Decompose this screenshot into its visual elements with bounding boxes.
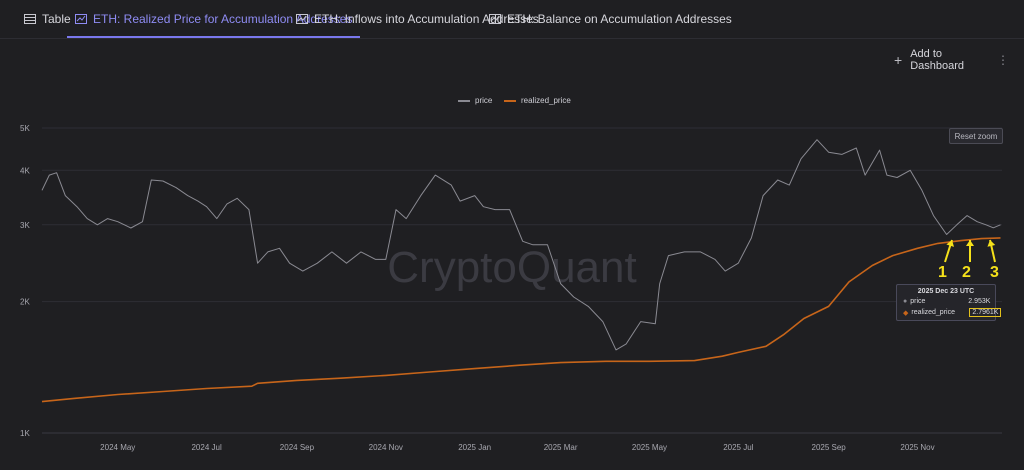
tab-label: ETH: Realized Price for Accumulation Add… [93, 11, 353, 26]
more-options-button[interactable]: ⋮ [994, 49, 1012, 71]
x-tick-label: 2025 Jan [458, 443, 491, 452]
y-axis: 1K 2K 3K 4K 5K [20, 124, 30, 438]
reset-zoom-label: Reset zoom [954, 131, 998, 141]
y-tick-label: 3K [20, 221, 30, 230]
series-line-realized-price [41, 237, 1001, 403]
annotation-arrows [944, 239, 996, 263]
x-tick-label: 2024 Sep [280, 443, 315, 452]
line-chart-icon [296, 13, 308, 24]
legend-item-realized-price[interactable]: realized_price [504, 96, 571, 105]
legend-item-price[interactable]: price [458, 96, 492, 105]
annotation-arrowhead-2 [966, 240, 974, 246]
chart-legend: price realized_price [0, 96, 1024, 110]
y-tick-label: 1K [20, 429, 30, 438]
tab-table[interactable]: Table [24, 0, 71, 37]
tab-label: Table [42, 11, 71, 26]
tab-realized-price[interactable]: ETH: Realized Price for Accumulation Add… [66, 0, 361, 38]
tab-balance[interactable]: ETH: Balance on Accumulation Addresses [489, 0, 732, 37]
y-tick-label: 5K [20, 124, 30, 133]
watermark: CryptoQuant [387, 243, 636, 292]
chart-series [41, 139, 1001, 403]
legend-label: realized_price [521, 96, 571, 105]
annotation-label-2: 2 [962, 264, 971, 281]
tooltip-row-price: ● price 2.953K [903, 298, 990, 305]
line-chart-icon [75, 13, 87, 24]
x-tick-label: 2025 Nov [900, 443, 934, 452]
annotation-label-3: 3 [990, 264, 999, 281]
table-icon [24, 13, 36, 24]
tab-inflows[interactable]: ETH: Inflows into Accumulation Addresses [296, 0, 539, 37]
tooltip-label: price [910, 298, 926, 305]
reset-zoom-button[interactable]: Reset zoom [949, 128, 1003, 144]
annotation-arrowhead-1 [946, 240, 954, 247]
tooltip-row-realized-price: ◆ realized_price 2.7961K [903, 308, 1002, 317]
tooltip-value-highlighted: 2.7961K [969, 308, 1002, 317]
y-tick-label: 4K [20, 166, 30, 175]
tooltip-marker: ● [903, 298, 908, 305]
annotation-label-1: 1 [938, 264, 947, 281]
x-tick-label: 2024 May [100, 443, 135, 452]
tab-label: ETH: Balance on Accumulation Addresses [507, 11, 732, 26]
plus-icon: + [894, 52, 903, 68]
legend-swatch [458, 99, 470, 102]
x-tick-label: 2025 Sep [812, 443, 847, 452]
x-tick-label: 2025 Jul [723, 443, 753, 452]
x-tick-label: 2024 Jul [191, 443, 221, 452]
add-to-dashboard-label: Add to Dashboard [910, 48, 965, 72]
tab-label: ETH: Inflows into Accumulation Addresses [314, 11, 539, 26]
y-tick-label: 2K [20, 298, 30, 307]
tooltip-value: 2.953K [968, 298, 991, 305]
chart-tooltip: 2025 Dec 23 UTC ● price 2.953K ◆ realize… [896, 284, 1002, 321]
x-tick-label: 2025 Mar [544, 443, 578, 452]
tooltip-label: realized_price [911, 309, 955, 316]
tooltip-marker: ◆ [903, 309, 909, 317]
tooltip-title: 2025 Dec 23 UTC [917, 288, 975, 295]
x-axis: 2024 May 2024 Jul 2024 Sep 2024 Nov 2025 Jan… [42, 432, 1002, 452]
line-chart-icon [489, 13, 501, 24]
kebab-menu-icon: ⋮ [997, 53, 1009, 67]
add-to-dashboard-button[interactable]: + Add to Dashboard [884, 48, 988, 72]
legend-label: price [475, 96, 493, 105]
x-tick-label: 2025 May [632, 443, 667, 452]
annotation-arrowhead-3 [987, 240, 996, 247]
x-tick-label: 2024 Nov [369, 443, 403, 452]
series-line-price [41, 139, 1001, 351]
tab-bar: Table ETH: Realized Price for Accumulati… [0, 0, 1024, 39]
legend-swatch [504, 99, 516, 102]
